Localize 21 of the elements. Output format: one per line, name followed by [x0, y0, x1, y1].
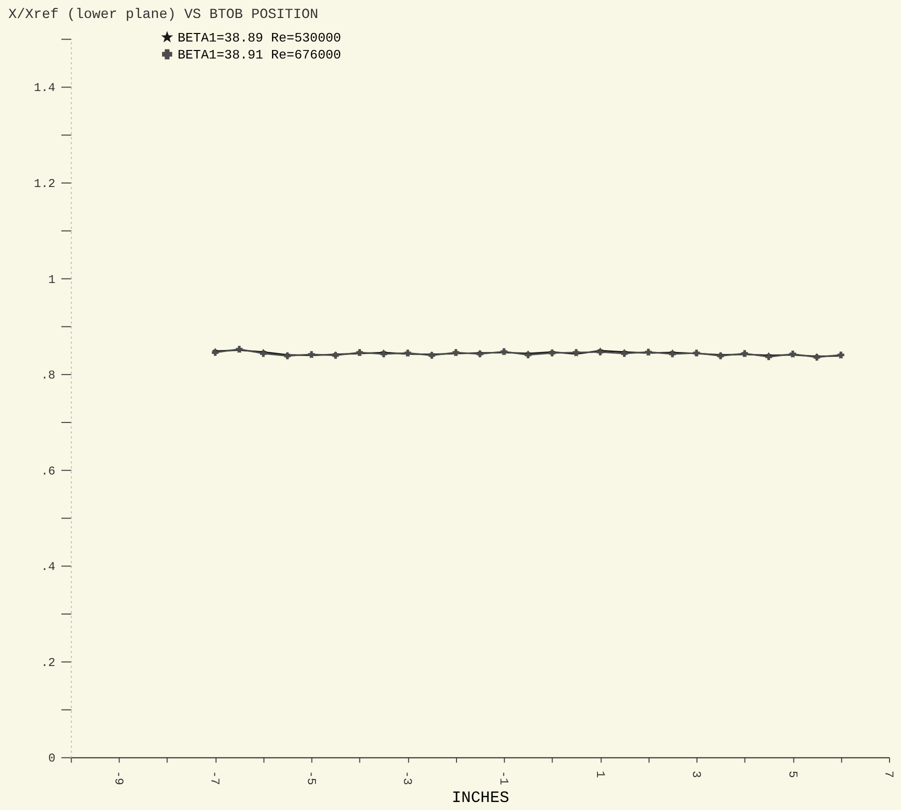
x-axis-title: INCHES — [452, 789, 510, 808]
y-tick-label: .2 — [41, 656, 56, 670]
legend-label: BETA1=38.89 Re=530000 — [178, 30, 342, 46]
x-tick-label: -1 — [496, 770, 511, 786]
y-tick-label: .4 — [41, 560, 56, 574]
chart-title: X/Xref (lower plane) VS BTOB POSITION — [8, 6, 318, 23]
x-tick-label: -3 — [400, 770, 414, 786]
x-tick-label: 7 — [882, 770, 896, 778]
x-tick-label: -5 — [304, 770, 318, 786]
y-tick-label: 0 — [48, 752, 56, 766]
x-tick-label: 5 — [785, 770, 800, 778]
y-tick-label: .8 — [41, 368, 56, 383]
x-tick-label: 1 — [592, 770, 607, 778]
y-tick-label: 1 — [48, 272, 56, 287]
x-tick-label: -7 — [208, 770, 222, 786]
x-tick-label: -9 — [111, 770, 126, 786]
legend-label: BETA1=38.91 Re=676000 — [178, 47, 342, 62]
y-tick-label: 1.2 — [34, 176, 56, 191]
x-tick-label: 3 — [689, 770, 704, 778]
y-tick-label: .6 — [41, 464, 56, 478]
y-tick-label: 1.4 — [34, 81, 56, 96]
